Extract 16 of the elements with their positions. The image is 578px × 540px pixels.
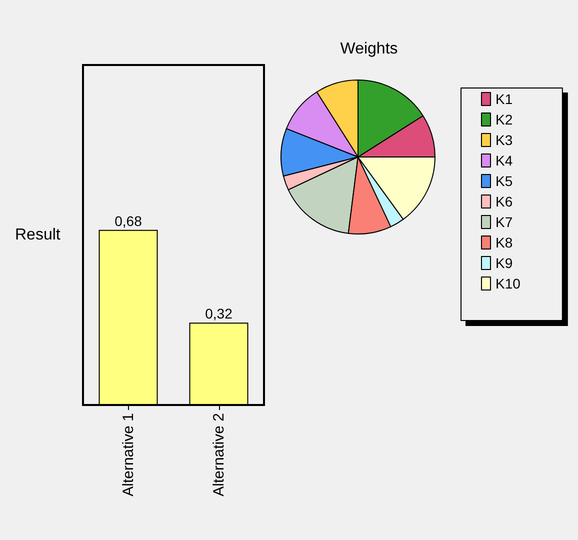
legend-label: K10 (496, 276, 521, 292)
legend-label: K9 (496, 255, 513, 271)
x-tick-label: Alternative 2 (210, 413, 228, 496)
legend-label: K7 (496, 214, 513, 230)
legend-label: K4 (496, 152, 513, 168)
legend-label: K3 (496, 132, 513, 148)
y-axis-title: Result (15, 226, 61, 244)
legend-label: K6 (496, 194, 513, 210)
data-label: 0,32 (205, 306, 233, 322)
chart-title: Weights (340, 40, 398, 58)
legend-label: K8 (496, 234, 513, 250)
x-tick-label: Alternative 1 (120, 413, 137, 496)
data-label: 0,68 (114, 212, 142, 229)
legend-label: K1 (496, 91, 513, 107)
legend-label: K5 (496, 173, 513, 189)
legend-label: K2 (496, 112, 513, 128)
